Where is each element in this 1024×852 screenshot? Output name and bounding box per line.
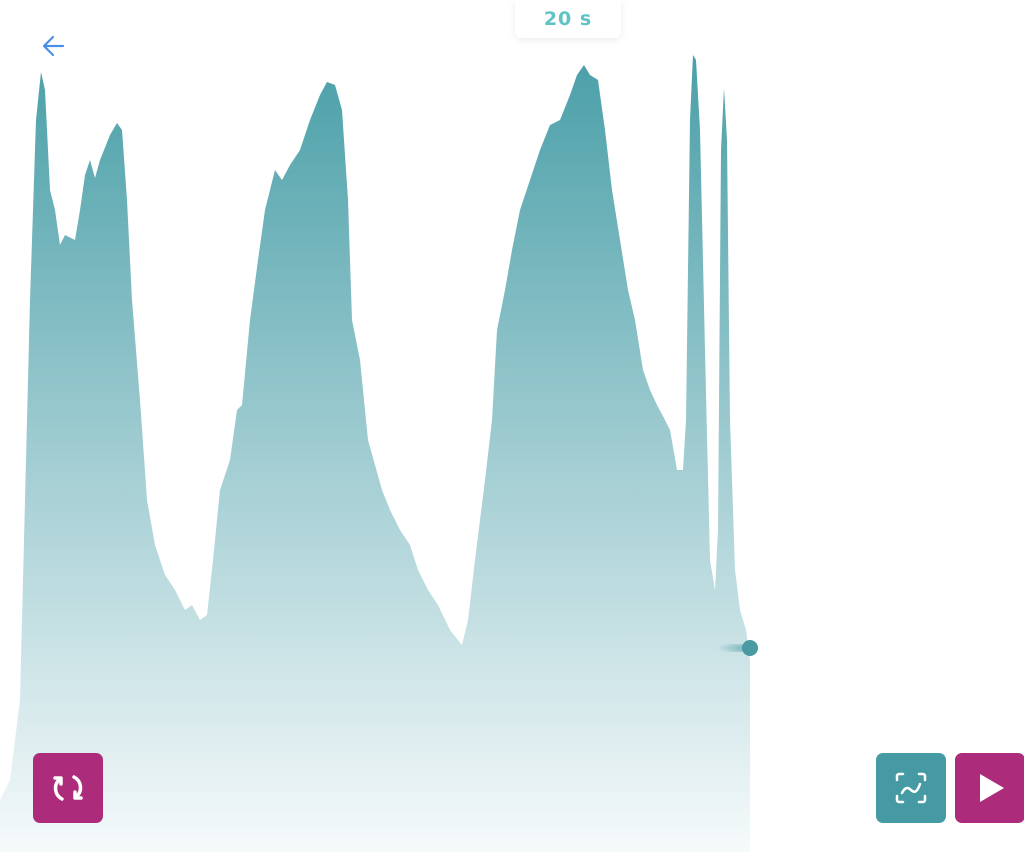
timer-label: 20 s: [543, 8, 593, 30]
arrow-left-icon: [42, 35, 65, 57]
chart-view-button[interactable]: [876, 753, 946, 823]
play-icon: [980, 774, 1004, 802]
back-button[interactable]: [40, 32, 68, 60]
waveform-area: [0, 55, 750, 852]
playhead-dot[interactable]: [742, 640, 758, 656]
refresh-button[interactable]: [33, 753, 103, 823]
timer-badge: 20 s: [515, 0, 621, 38]
chart-frame-icon: [895, 772, 927, 804]
play-button[interactable]: [955, 753, 1024, 823]
refresh-icon: [53, 775, 83, 801]
